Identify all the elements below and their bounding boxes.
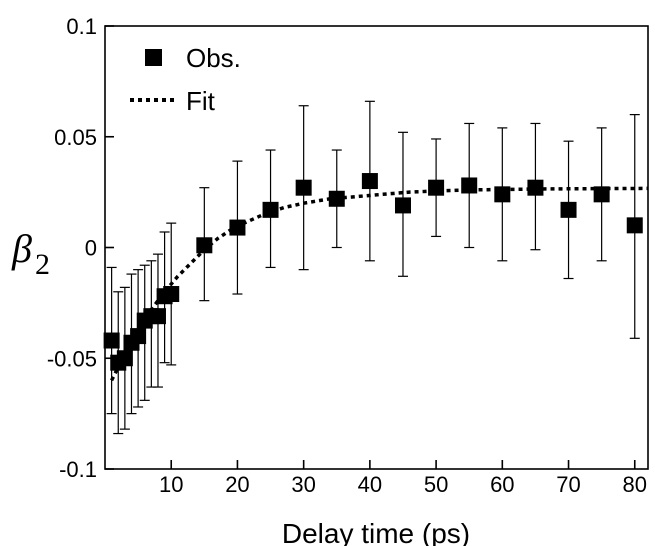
data-point [527,179,544,196]
y-tick-label: 0.1 [66,14,97,39]
data-point [560,201,577,218]
x-axis-ticks: 10 20 30 40 50 60 70 80 [159,460,647,497]
legend-fit-label: Fit [186,86,216,116]
data-point [229,219,246,236]
y-axis-title: β 2 [11,226,50,281]
y-tick-label: 0.05 [54,125,97,150]
data-point [262,201,279,218]
x-tick-label: 80 [623,472,647,497]
x-tick-label: 10 [159,472,183,497]
y-axis-ticks: -0.1 -0.05 0 0.05 0.1 [47,14,114,482]
data-point [103,332,120,349]
data-point [626,217,643,234]
data-point [361,173,378,190]
data-point [394,197,411,214]
data-point [494,186,511,203]
x-tick-label: 20 [225,472,249,497]
data-point [149,308,166,325]
data-point [130,328,147,345]
observed-points [103,173,643,371]
data-point [428,179,445,196]
y-axis-title-subscript: 2 [35,248,50,281]
x-tick-label: 40 [358,472,382,497]
legend-obs-marker [145,49,162,66]
x-axis-title: Delay time (ps) [282,518,470,546]
x-tick-label: 60 [490,472,514,497]
data-point [328,190,345,207]
legend: Obs. Fit [130,43,241,116]
data-point [593,186,610,203]
y-axis-title-main: β [11,226,32,271]
data-point [163,286,180,303]
data-point [196,237,213,254]
y-tick-label: -0.05 [47,346,97,371]
data-point [116,350,133,367]
y-tick-label: -0.1 [59,457,97,482]
data-point [461,177,478,194]
data-point [295,179,312,196]
x-tick-label: 30 [291,472,315,497]
x-tick-label: 70 [556,472,580,497]
y-tick-label: 0 [85,236,97,261]
x-tick-label: 50 [424,472,448,497]
legend-obs-label: Obs. [186,43,241,73]
